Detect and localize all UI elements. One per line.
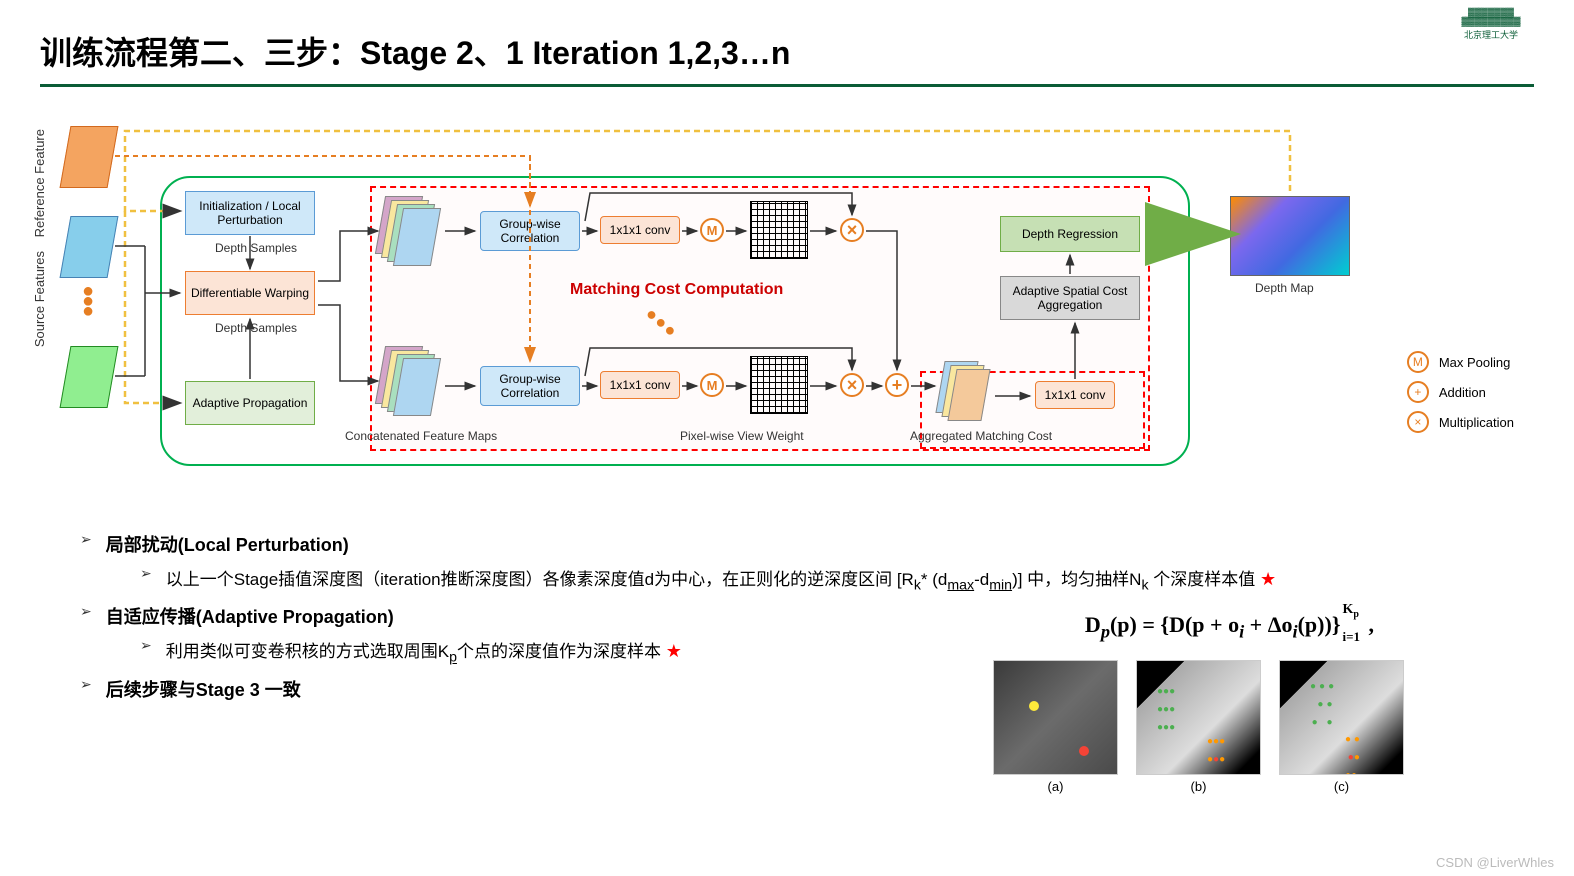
legend-plus-icon: + <box>1407 381 1429 403</box>
bullet-2-sub: 利用类似可变卷积核的方式选取周围Kp个点的深度值作为深度样本 ★ <box>166 637 682 665</box>
legend-mult: Multiplication <box>1439 415 1514 430</box>
depth-samples-2: Depth Samples <box>215 321 297 335</box>
groupwise-1: Group-wise Correlation <box>480 211 580 251</box>
bullet-arrow: ➢ <box>80 676 92 693</box>
depth-map-label: Depth Map <box>1255 281 1314 295</box>
figure-c: ●●● ●●● ● ● ● ●●●● <box>1279 660 1404 775</box>
architecture-diagram: Reference Feature Source Features ●●● In… <box>30 121 1544 471</box>
times-icon-1: × <box>840 218 864 242</box>
groupwise-2: Group-wise Correlation <box>480 366 580 406</box>
bullet-arrow: ➢ <box>80 531 92 548</box>
source-feature-2 <box>60 346 119 408</box>
legend: M Max Pooling + Addition × Multiplication <box>1407 351 1514 441</box>
initialization-block: Initialization / Local Perturbation <box>185 191 315 235</box>
formula: Dp(p) = {D(p + oi + Δoi(p))}Kpi=1, <box>1085 612 1374 642</box>
grid-2 <box>750 356 808 414</box>
figure-b: ●●●●●●●●● ●●●●●●●●● <box>1136 660 1261 775</box>
grid-1 <box>750 201 808 259</box>
legend-maxpool: Max Pooling <box>1439 355 1511 370</box>
pixel-weight-label: Pixel-wise View Weight <box>680 429 804 443</box>
bullet-3-title: 后续步骤与Stage 3 一致 <box>106 676 301 702</box>
matching-cost-label: Matching Cost Computation <box>570 281 783 299</box>
star-icon: ★ <box>666 641 682 661</box>
conv-1: 1x1x1 conv <box>600 216 680 244</box>
source-label: Source Features <box>32 251 47 347</box>
source-feature-1 <box>60 216 119 278</box>
legend-m-icon: M <box>1407 351 1429 373</box>
adaptive-cost-block: Adaptive Spatial Cost Aggregation <box>1000 276 1140 320</box>
propagation-block: Adaptive Propagation <box>185 381 315 425</box>
bullet-1-title: 局部扰动(Local Perturbation) <box>106 531 349 557</box>
figure-a-label: (a) <box>993 779 1118 794</box>
warping-block: Differentiable Warping <box>185 271 315 315</box>
concat-label: Concatenated Feature Maps <box>345 429 497 443</box>
ellipsis-dots: ●●● <box>82 286 94 316</box>
page-title: 训练流程第二、三步：Stage 2、1 Iteration 1,2,3…n <box>40 28 1534 74</box>
sub-bullet-arrow: ➢ <box>140 565 152 582</box>
conv-2: 1x1x1 conv <box>600 371 680 399</box>
legend-times-icon: × <box>1407 411 1429 433</box>
reference-label: Reference Feature <box>32 129 47 237</box>
figure-row: (a) ●●●●●●●●● ●●●●●●●●● (b) ●●● ●●● ● ● … <box>993 660 1404 794</box>
title-underline <box>40 84 1534 87</box>
plus-icon: + <box>885 373 909 397</box>
agg-cost-label: Aggregated Matching Cost <box>910 429 1052 443</box>
depth-map-output <box>1230 196 1350 276</box>
figure-c-label: (c) <box>1279 779 1404 794</box>
conv-3: 1x1x1 conv <box>1035 381 1115 409</box>
depth-regression-block: Depth Regression <box>1000 216 1140 252</box>
maxpool-icon-1: M <box>700 218 724 242</box>
figure-a <box>993 660 1118 775</box>
legend-addition: Addition <box>1439 385 1486 400</box>
times-icon-2: × <box>840 373 864 397</box>
bullet-1-sub: 以上一个Stage插值深度图（iteration推断深度图）各像素深度值d为中心… <box>166 565 1276 593</box>
figure-b-label: (b) <box>1136 779 1261 794</box>
bullet-arrow: ➢ <box>80 603 92 620</box>
depth-samples-1: Depth Samples <box>215 241 297 255</box>
bullet-2-title: 自适应传播(Adaptive Propagation) <box>106 603 394 629</box>
watermark: CSDN @LiverWhles <box>1436 855 1554 870</box>
university-logo: ▓▓▓▓▓▓▓▓▓▓▓▓▓▓▓▓ 北京理工大学 <box>1426 8 1556 60</box>
maxpool-icon-2: M <box>700 373 724 397</box>
reference-feature <box>60 126 119 188</box>
sub-bullet-arrow: ➢ <box>140 637 152 654</box>
star-icon: ★ <box>1260 569 1276 589</box>
